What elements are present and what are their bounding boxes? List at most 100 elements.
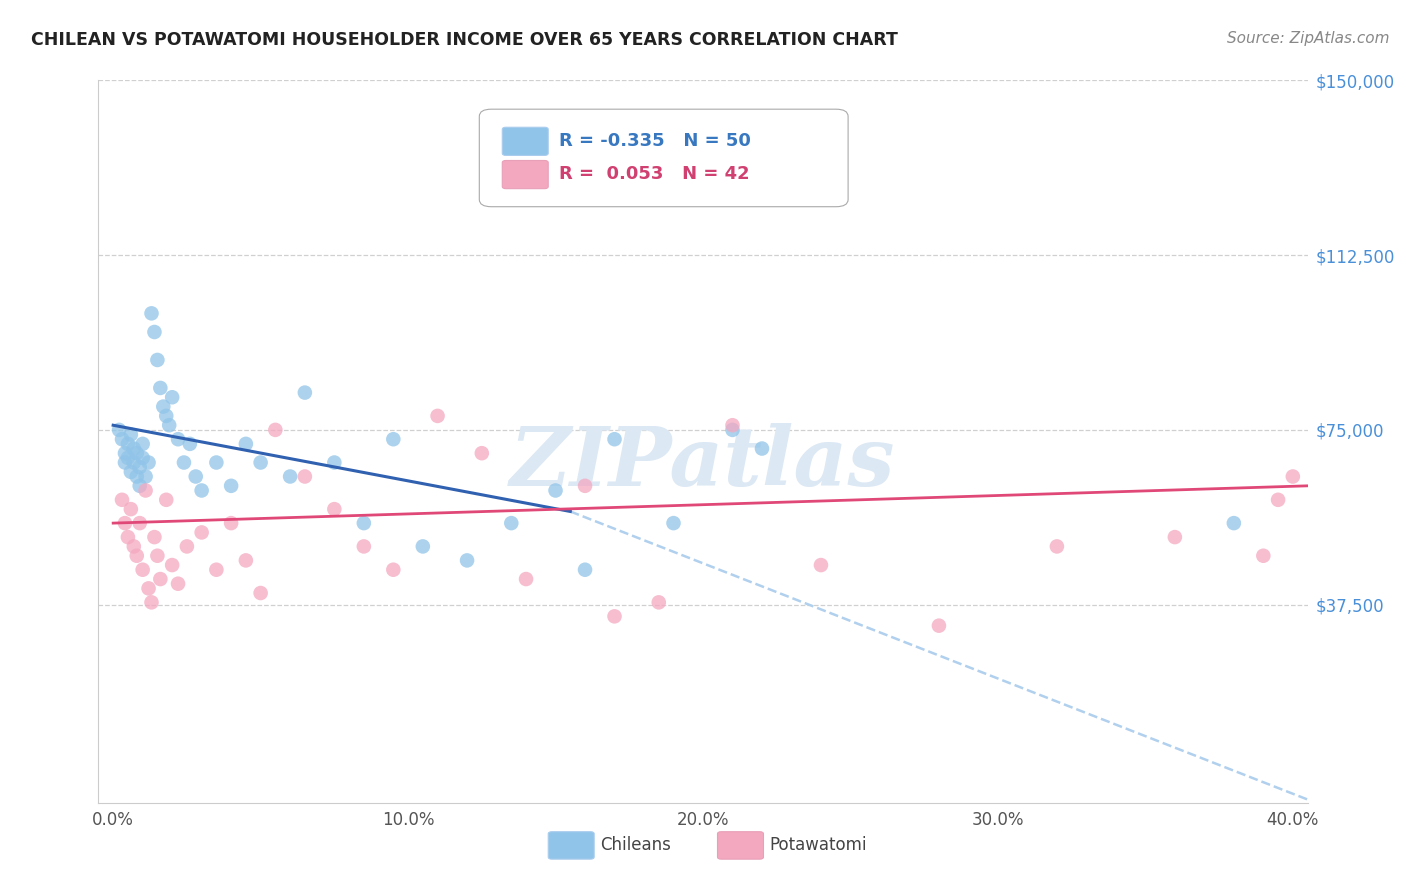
Point (122, 456, 145, 470)
Point (574, 479, 596, 493)
Point (143, 530, 166, 544)
Text: Source: ZipAtlas.com: Source: ZipAtlas.com (1226, 31, 1389, 46)
Point (125, 469, 148, 483)
Point (235, 437, 257, 451)
Point (149, 572, 172, 586)
Point (117, 450, 139, 465)
Point (173, 456, 195, 470)
Point (294, 469, 316, 483)
Point (125, 446, 148, 460)
Point (249, 586, 271, 600)
Point (190, 483, 212, 498)
Point (1267, 492, 1289, 507)
Point (179, 437, 201, 451)
Point (120, 427, 142, 442)
Point (353, 516, 375, 530)
Point (131, 437, 153, 451)
Text: R = -0.335   N = 50: R = -0.335 N = 50 (560, 132, 751, 150)
Point (810, 558, 832, 572)
Point (131, 563, 153, 577)
Point (1253, 549, 1275, 563)
Point (167, 432, 190, 446)
Point (1223, 516, 1246, 530)
Point (117, 530, 139, 544)
FancyBboxPatch shape (502, 161, 548, 189)
Point (412, 540, 434, 554)
Point (141, 306, 163, 320)
Point (1164, 530, 1187, 544)
Point (721, 418, 744, 433)
Point (176, 540, 198, 554)
Point (382, 563, 405, 577)
Point (603, 609, 626, 624)
Point (205, 563, 228, 577)
Point (190, 525, 212, 540)
Point (114, 446, 136, 460)
Point (108, 423, 131, 437)
Point (184, 469, 207, 483)
Point (128, 460, 150, 475)
Point (120, 465, 142, 479)
Point (138, 456, 160, 470)
Point (323, 456, 346, 470)
Point (157, 418, 180, 433)
Point (160, 390, 183, 404)
Point (515, 572, 537, 586)
FancyBboxPatch shape (717, 831, 763, 859)
Point (928, 618, 950, 632)
Point (117, 437, 139, 451)
Point (205, 456, 228, 470)
Point (219, 479, 242, 493)
Point (143, 325, 166, 339)
Point (235, 553, 257, 567)
Point (219, 516, 242, 530)
Point (149, 381, 172, 395)
Point (426, 409, 449, 423)
Point (120, 502, 142, 516)
Point (278, 469, 301, 483)
Point (544, 483, 567, 498)
Point (382, 432, 405, 446)
Point (456, 553, 478, 567)
Point (721, 423, 744, 437)
Point (146, 353, 169, 368)
Point (122, 442, 145, 456)
Point (648, 595, 671, 609)
Point (264, 423, 287, 437)
Text: Potawatomi: Potawatomi (769, 837, 868, 855)
Point (155, 492, 177, 507)
Point (135, 483, 157, 498)
Point (122, 540, 145, 554)
Point (146, 549, 169, 563)
Point (160, 558, 183, 572)
Point (662, 516, 685, 530)
Text: R =  0.053   N = 42: R = 0.053 N = 42 (560, 165, 749, 183)
Point (152, 400, 174, 414)
Point (1282, 469, 1305, 483)
Point (167, 576, 190, 591)
Point (155, 409, 177, 423)
FancyBboxPatch shape (548, 831, 595, 859)
Text: Chileans: Chileans (600, 837, 671, 855)
Point (125, 549, 148, 563)
Point (501, 516, 523, 530)
Point (603, 432, 626, 446)
Point (141, 595, 163, 609)
FancyBboxPatch shape (479, 109, 848, 207)
Point (128, 516, 150, 530)
Point (323, 502, 346, 516)
Point (135, 469, 157, 483)
Text: CHILEAN VS POTAWATOMI HOUSEHOLDER INCOME OVER 65 YEARS CORRELATION CHART: CHILEAN VS POTAWATOMI HOUSEHOLDER INCOME… (31, 31, 898, 49)
Point (294, 385, 316, 400)
Text: ZIPatlas: ZIPatlas (510, 423, 896, 503)
Point (751, 442, 773, 456)
Point (114, 456, 136, 470)
Point (111, 492, 134, 507)
FancyBboxPatch shape (502, 128, 548, 155)
Point (471, 446, 494, 460)
Point (114, 516, 136, 530)
Point (138, 582, 160, 596)
Point (574, 563, 596, 577)
Point (1046, 540, 1069, 554)
Point (249, 456, 271, 470)
